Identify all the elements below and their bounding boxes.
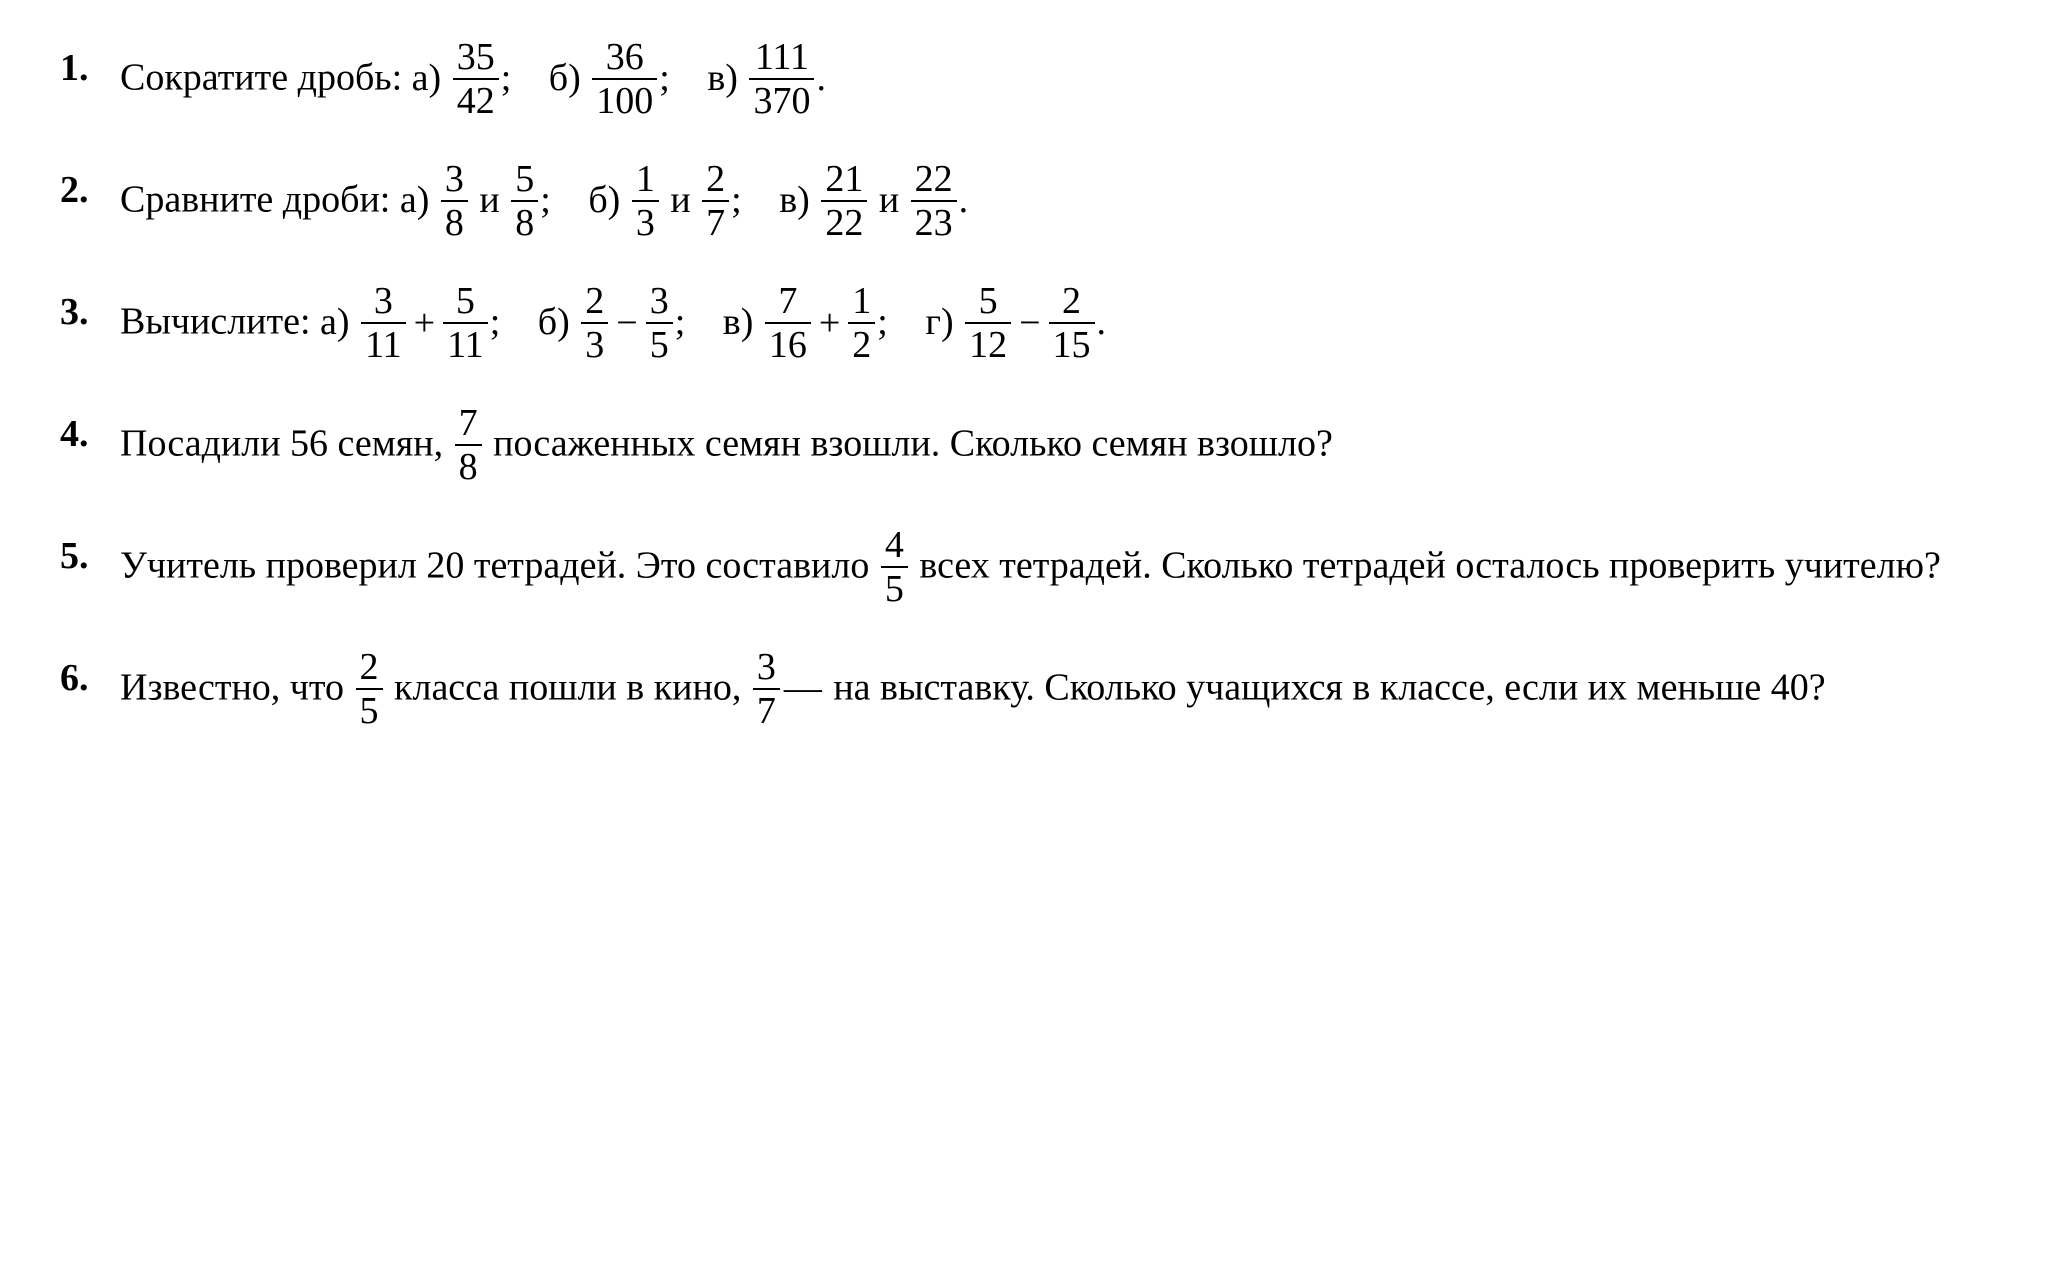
problem-body: Вычислите: а) 311+511; б) 23−35; в) 716+… — [120, 284, 1988, 366]
text: на выставку. Сколько учащихся в классе, … — [833, 667, 1825, 709]
fraction: 511 — [443, 282, 488, 364]
problem-number: 3. — [60, 284, 120, 341]
part-label: а) — [320, 301, 350, 343]
fraction: 78 — [455, 404, 482, 486]
operator: − — [616, 295, 637, 352]
problem-number: 1. — [60, 40, 120, 97]
problem-1: 1. Сократите дробь: а) 3542; б) 36100; в… — [60, 40, 1988, 122]
fraction: 36100 — [592, 38, 657, 120]
fraction: 25 — [356, 648, 383, 730]
text: Учитель проверил 20 тетрадей. Это состав… — [120, 545, 869, 587]
fraction: 2122 — [821, 160, 867, 242]
fraction: 27 — [702, 160, 729, 242]
operator: + — [414, 295, 435, 352]
operator: + — [819, 295, 840, 352]
problem-body: Известно, что 25 класса пошли в кино, 37… — [120, 650, 1988, 732]
fraction: 38 — [441, 160, 468, 242]
text: посаженных семян взошли. Сколько семян в… — [493, 423, 1333, 465]
fraction: 2223 — [911, 160, 957, 242]
part-label: г) — [925, 301, 953, 343]
lead-text: Вычислите: — [120, 301, 311, 343]
and-word: и — [879, 179, 899, 221]
part-label: в) — [779, 179, 810, 221]
problem-number: 6. — [60, 650, 120, 707]
part-d: г) 512−215. — [925, 301, 1106, 343]
fraction: 37 — [753, 648, 780, 730]
fraction: 3542 — [453, 38, 499, 120]
text: Посадили 56 семян, — [120, 423, 443, 465]
part-a: а) 3542; — [412, 57, 521, 99]
problem-body: Учитель проверил 20 тетрадей. Это состав… — [120, 528, 1988, 610]
lead-text: Сократите дробь: — [120, 57, 402, 99]
text: класса пошли в кино, — [394, 667, 741, 709]
fraction: 512 — [965, 282, 1011, 364]
fraction: 13 — [632, 160, 659, 242]
problem-3: 3. Вычислите: а) 311+511; б) 23−35; в) 7… — [60, 284, 1988, 366]
part-label: б) — [588, 179, 620, 221]
problem-4: 4. Посадили 56 семян, 78 посаженных семя… — [60, 406, 1988, 488]
part-label: а) — [412, 57, 442, 99]
part-label: б) — [549, 57, 581, 99]
fraction: 58 — [511, 160, 538, 242]
problem-6: 6. Известно, что 25 класса пошли в кино,… — [60, 650, 1988, 732]
part-label: в) — [707, 57, 738, 99]
operator: − — [1019, 295, 1040, 352]
lead-text: Сравните дроби: — [120, 179, 390, 221]
part-c: в) 111370. — [707, 57, 826, 99]
problem-2: 2. Сравните дроби: а) 38 и 58; б) 13 и 2… — [60, 162, 1988, 244]
fraction: 23 — [581, 282, 608, 364]
problem-body: Посадили 56 семян, 78 посаженных семян в… — [120, 406, 1988, 488]
part-a: а) 311+511; — [320, 301, 510, 343]
part-c: в) 2122 и 2223. — [779, 179, 968, 221]
problem-number: 5. — [60, 528, 120, 585]
dash: — — [784, 667, 822, 709]
problem-body: Сократите дробь: а) 3542; б) 36100; в) 1… — [120, 40, 1988, 122]
problem-number: 2. — [60, 162, 120, 219]
part-label: а) — [400, 179, 430, 221]
and-word: и — [479, 179, 499, 221]
part-a: а) 38 и 58; — [400, 179, 560, 221]
problem-5: 5. Учитель проверил 20 тетрадей. Это сос… — [60, 528, 1988, 610]
fraction: 35 — [646, 282, 673, 364]
problem-number: 4. — [60, 406, 120, 463]
part-c: в) 716+12; — [723, 301, 898, 343]
problem-body: Сравните дроби: а) 38 и 58; б) 13 и 27; … — [120, 162, 1988, 244]
fraction: 111370 — [749, 38, 814, 120]
fraction: 215 — [1049, 282, 1095, 364]
part-b: б) 36100; — [549, 57, 680, 99]
text: Известно, что — [120, 667, 344, 709]
fraction: 45 — [881, 526, 908, 608]
part-b: б) 23−35; — [538, 301, 695, 343]
part-label: в) — [723, 301, 754, 343]
fraction: 716 — [765, 282, 811, 364]
part-label: б) — [538, 301, 570, 343]
fraction: 311 — [361, 282, 406, 364]
text: всех тетрадей. Сколько тетрадей осталось… — [919, 545, 1941, 587]
fraction: 12 — [848, 282, 875, 364]
and-word: и — [670, 179, 690, 221]
part-b: б) 13 и 27; — [588, 179, 751, 221]
